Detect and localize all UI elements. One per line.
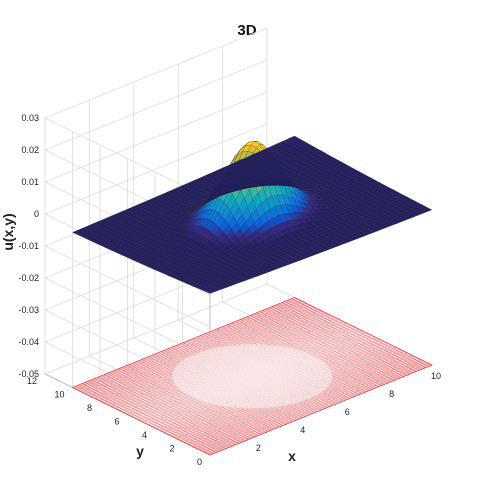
- z-tick-label: 0.01: [21, 177, 39, 187]
- y-tick-label: 0: [197, 457, 202, 467]
- tick-labels: 2 4 6 8 10 0 2 4 6 8 10 12-0.05 -0.04 -0.03 -0.02 -0.01…: [18, 113, 441, 467]
- y-tick-label: 6: [114, 417, 119, 427]
- y-axis-label: y: [136, 443, 144, 459]
- contour-plane: [71, 297, 433, 456]
- chart-title: 3D: [237, 22, 256, 39]
- x-axis-label: x: [288, 448, 296, 464]
- y-tick-label: 2: [169, 444, 174, 454]
- x-tick-label: 10: [431, 371, 441, 381]
- z-tick-label: -0.05: [18, 369, 39, 379]
- z-tick-label: 0.03: [21, 113, 39, 123]
- x-tick-label: 8: [389, 389, 394, 399]
- z-tick-label: -0.03: [18, 305, 39, 315]
- x-tick-label: 6: [345, 407, 350, 417]
- y-tick-label: 8: [87, 403, 92, 413]
- z-tick-label: -0.01: [18, 241, 39, 251]
- z-axis-label: u(x,y): [0, 213, 16, 250]
- z-tick-label: -0.04: [18, 337, 39, 347]
- y-tick-label: 4: [142, 430, 147, 440]
- y-tick-label: 12: [27, 376, 37, 386]
- x-tick-label: 2: [256, 443, 261, 453]
- z-tick-label: 0: [34, 209, 39, 219]
- y-tick-label: 10: [54, 390, 64, 400]
- surface-mesh: [72, 135, 433, 294]
- z-tick-label: 0.02: [21, 145, 39, 155]
- x-tick-label: 4: [300, 425, 305, 435]
- z-tick-label: -0.02: [18, 273, 39, 283]
